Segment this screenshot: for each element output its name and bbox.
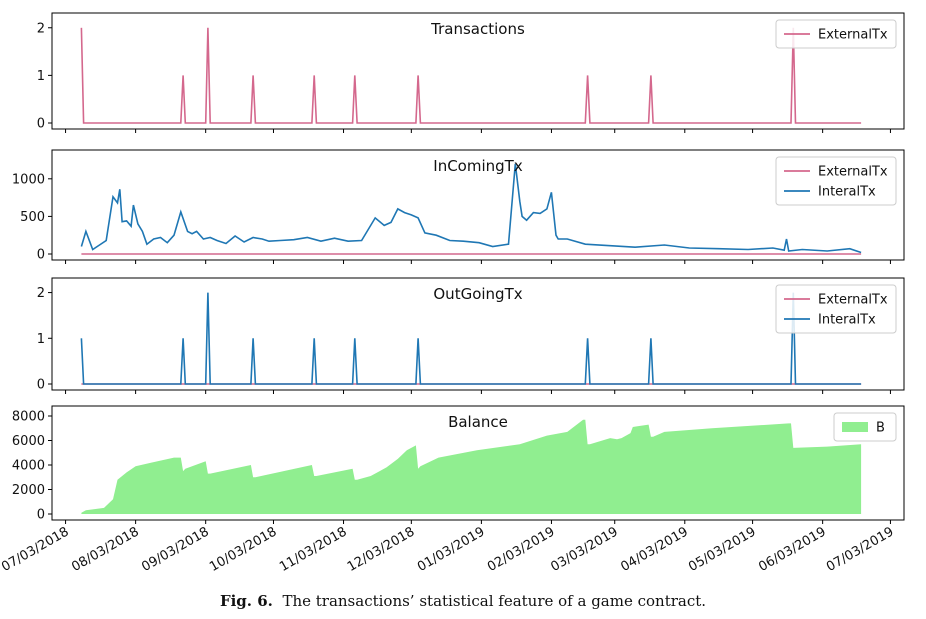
x-tick-label: 11/03/2018 [277,524,349,574]
y-tick-label: 0 [37,508,45,523]
legend: B [833,412,897,442]
axes-frame [51,149,905,261]
y-tick-label: 0 [37,378,45,393]
x-tick-label: 08/03/2018 [69,524,141,574]
series-line-interaltx [80,163,862,254]
y-tick-label: 2000 [12,483,45,498]
series-line-interaltx [80,292,862,385]
y-tick-label: 2 [37,21,45,36]
legend-box [775,156,897,206]
x-tick-label: 12/03/2018 [345,524,417,574]
y-tick-label: 0 [37,248,45,263]
legend-swatch [842,422,868,432]
legend-label: ExternalTx [818,165,888,180]
legend-label: ExternalTx [818,293,888,308]
caption-text: The transactions’ statistical feature of… [282,592,707,610]
y-tick-label: 6000 [12,434,45,449]
y-tick-label: 1 [37,69,45,84]
panel-title: Balance [448,413,508,431]
x-tick-label: 07/03/2019 [824,524,896,574]
axes-frame [51,277,905,391]
caption-label: Fig. 6. [219,592,273,610]
y-tick-label: 8000 [12,410,45,425]
y-tick-label: 500 [20,210,45,225]
legend-label: InteralTx [818,313,876,328]
legend-label: InteralTx [818,185,876,200]
panel-title: OutGoingTx [433,285,522,303]
panel-balance: 0 2000 4000 6000 8000 Balance B [12,405,905,524]
x-tick-label: 07/03/2018 [0,524,72,574]
x-tick-label: 05/03/2019 [686,524,758,574]
axes-frame [51,405,905,521]
panel-outgoingtx: 0 1 2 OutGoingTx ExternalTx InteralTx [37,277,905,394]
y-tick-label: 2 [37,286,45,301]
x-tick-label: 01/03/2019 [415,524,487,574]
x-tick-label: 10/03/2018 [207,524,279,574]
series-line-externaltx [80,27,862,124]
x-tick-label: 03/03/2019 [548,524,620,574]
x-tick-label: 02/03/2019 [485,524,557,574]
legend: ExternalTx InteralTx [775,284,897,334]
panel-transactions: 0 1 2 Transactions ExternalTx [37,12,905,133]
x-tick-label: 09/03/2018 [139,524,211,574]
y-tick-label: 1 [37,332,45,347]
y-tick-label: 0 [37,117,45,132]
panel-title: Transactions [430,20,525,38]
panel-incomingtx: 0 500 1000 InComingTx ExternalTx InteralTx [12,149,905,264]
x-tick-label: 04/03/2019 [618,524,690,574]
legend: ExternalTx InteralTx [775,156,897,206]
figure-caption: Fig. 6. The transactions’ statistical fe… [0,592,926,610]
y-tick-label: 1000 [12,172,45,187]
axes-frame [51,12,905,130]
panel-title: InComingTx [433,157,523,175]
legend-box [775,19,897,49]
legend-label: B [876,421,885,436]
x-tick-label: 06/03/2019 [756,524,828,574]
legend: ExternalTx [775,19,897,49]
legend-box [775,284,897,334]
y-tick-label: 4000 [12,459,45,474]
series-area-b [81,419,862,514]
legend-label: ExternalTx [818,28,888,43]
